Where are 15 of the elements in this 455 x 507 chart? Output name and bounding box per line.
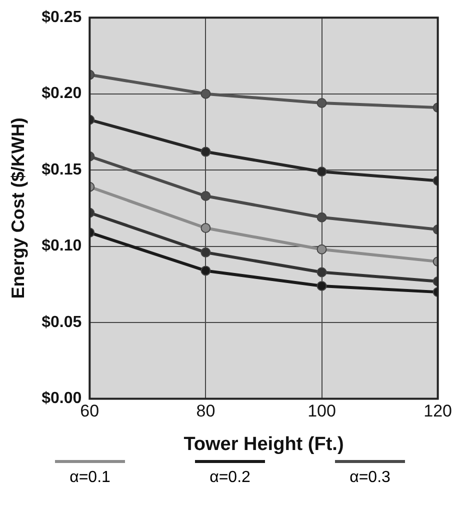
y-axis-title: Energy Cost ($/KWH) [8, 118, 28, 299]
legend-label: α=0.3 [350, 469, 390, 487]
y-tick-label: $0.00 [42, 390, 82, 408]
x-tick-label: 80 [196, 402, 216, 421]
legend-label: α=0.2 [210, 469, 250, 487]
y-tick-label: $0.25 [42, 9, 82, 26]
y-tick-label: $0.05 [42, 314, 82, 331]
x-axis-title: Tower Height (Ft.) [184, 434, 344, 455]
y-tick-label: $0.20 [42, 85, 82, 102]
y-tick-label: $0.15 [42, 161, 82, 178]
x-tick-label: 60 [80, 402, 100, 421]
x-tick-label: 120 [424, 402, 452, 421]
legend-label: α=0.1 [70, 469, 110, 487]
x-tick-label: 100 [308, 402, 336, 421]
y-tick-label: $0.10 [42, 238, 82, 255]
